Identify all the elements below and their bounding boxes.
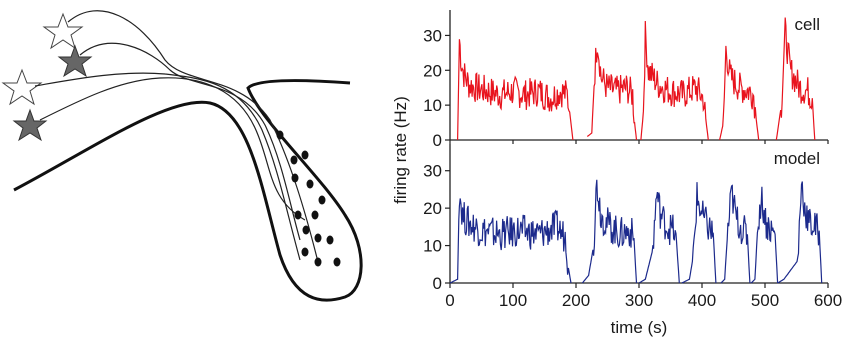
- y-tick-label: 30: [423, 26, 442, 45]
- axon-terminals: [276, 130, 341, 267]
- trace-model-segment-4: [720, 184, 751, 284]
- trace-model-segment-5: [750, 186, 779, 284]
- x-tick-label: 200: [562, 291, 590, 310]
- axon-bundle: [34, 10, 319, 263]
- x-tick-label: 500: [751, 291, 779, 310]
- trace-model-segment-6: [777, 181, 823, 284]
- trace-cell-segment-1: [586, 47, 638, 141]
- x-tick-label: 400: [688, 291, 716, 310]
- y-tick-label: 10: [423, 237, 442, 256]
- trace-model-segment-3: [681, 182, 717, 284]
- panel-label-model: model: [774, 149, 820, 168]
- x-axis-title: time (s): [611, 318, 668, 337]
- region-outline-lower: [13, 79, 363, 302]
- y-tick-label: 30: [423, 162, 442, 181]
- neuron-schematic: [1, 10, 363, 302]
- panel-label-cell: cell: [794, 15, 820, 34]
- trace-model-segment-2: [638, 192, 680, 284]
- trace-cell-segment-2: [640, 20, 709, 141]
- x-tick-label: 300: [625, 291, 653, 310]
- trace-model-segment-0: [449, 198, 572, 284]
- y-tick-label: 10: [423, 96, 442, 115]
- y-axis-title: firing rate (Hz): [391, 96, 410, 204]
- star-neuron-filled-icon: [12, 44, 93, 142]
- y-tick-label: 0: [433, 274, 442, 293]
- trace-cell-segment-0: [457, 39, 574, 141]
- trace-cell-segment-3: [719, 45, 760, 141]
- x-tick-label: 0: [445, 291, 454, 310]
- x-tick-label: 100: [499, 291, 527, 310]
- star-neuron-outline-icon: [1, 12, 84, 106]
- trace-model-segment-1: [581, 179, 638, 284]
- x-tick-label: 600: [814, 291, 842, 310]
- y-tick-label: 0: [433, 131, 442, 150]
- y-tick-label: 20: [423, 61, 442, 80]
- y-tick-label: 20: [423, 199, 442, 218]
- trace-cell-segment-4: [775, 17, 816, 141]
